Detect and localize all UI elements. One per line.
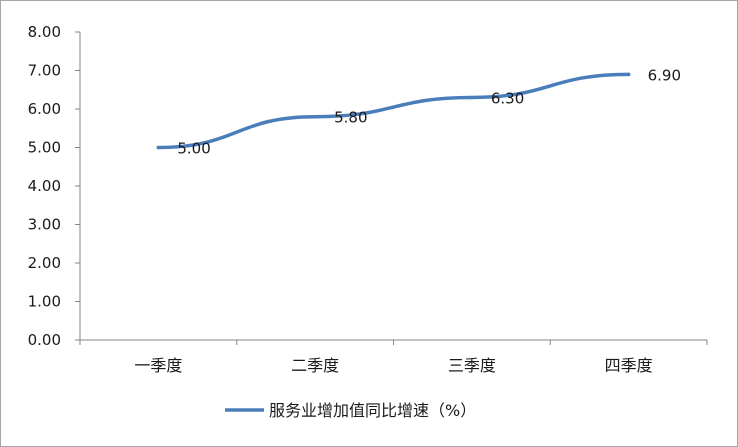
y-tick-label: 6.00 [28, 100, 61, 118]
y-tick-label: 2.00 [28, 254, 61, 272]
x-axis: 一季度 二季度 三季度 四季度 [79, 339, 708, 375]
y-tick-label: 7.00 [28, 62, 61, 80]
y-tick-label: 3.00 [28, 216, 61, 234]
data-label: 6.90 [648, 66, 681, 84]
data-label: 5.00 [177, 140, 210, 158]
data-label: 6.30 [491, 89, 524, 107]
y-tick-label: 5.00 [28, 139, 61, 157]
data-labels: 5.00 5.80 6.30 6.90 [177, 66, 681, 157]
legend-label: 服务业增加值同比增速（%） [269, 401, 476, 420]
data-point [313, 114, 317, 119]
legend: 服务业增加值同比增速（%） [225, 401, 476, 420]
x-category-label: 四季度 [605, 356, 653, 375]
x-category-label: 三季度 [448, 356, 496, 375]
series-layer [156, 72, 631, 150]
y-tick-label: 1.00 [28, 293, 61, 311]
y-tick-label: 8.00 [28, 23, 61, 41]
x-category-label: 二季度 [291, 356, 339, 375]
y-axis: 0.00 1.00 2.00 3.00 4.00 5.00 6.00 7.00 8.00 [28, 23, 81, 349]
series-line [156, 72, 631, 150]
data-point [156, 145, 161, 150]
data-point [470, 95, 474, 100]
data-point [626, 72, 631, 77]
x-category-label: 一季度 [134, 356, 182, 375]
data-label: 5.80 [334, 109, 367, 127]
y-tick-label: 0.00 [28, 331, 61, 349]
y-tick-label: 4.00 [28, 177, 61, 195]
